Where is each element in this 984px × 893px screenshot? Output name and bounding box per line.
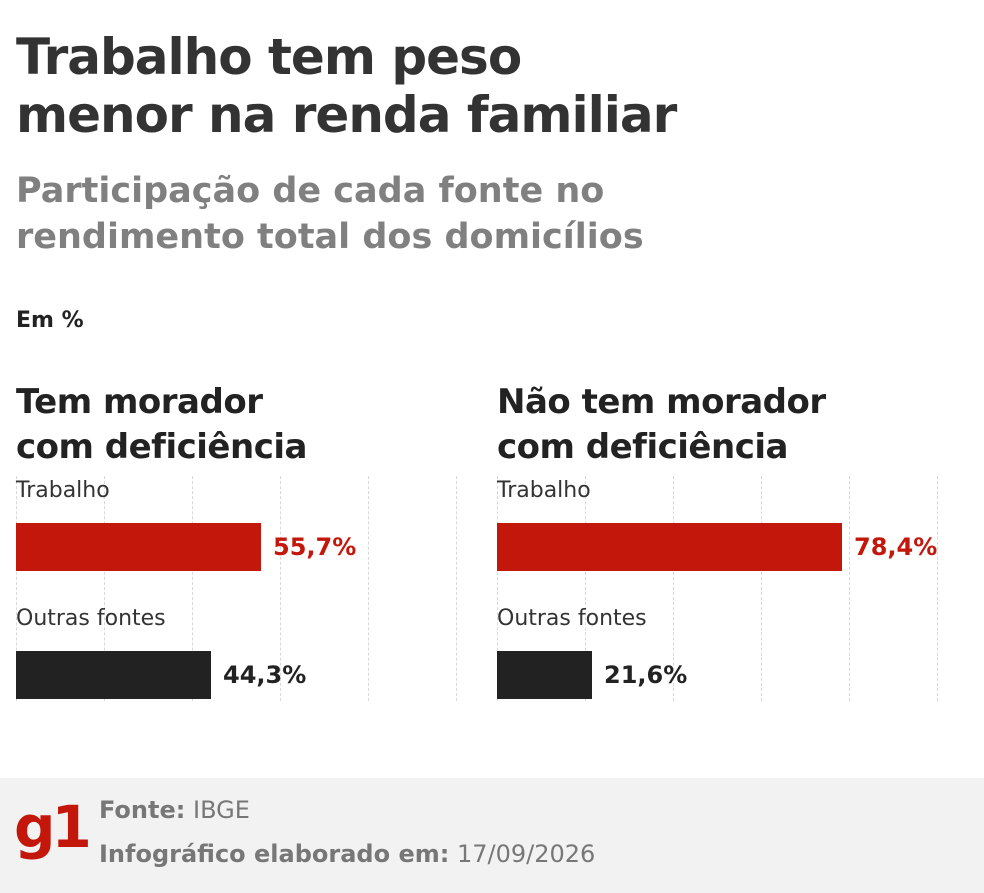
bar-plot: Trabalho 55,7% Outras fontes 44,3% <box>16 476 457 701</box>
value-label: 55,7% <box>273 533 357 561</box>
chart-subtitle: Participação de cada fonte no rendimento… <box>16 168 966 260</box>
value-label: 21,6% <box>604 661 688 689</box>
gridline <box>192 476 193 701</box>
bar <box>497 523 842 571</box>
panel-title-line-2: com deficiência <box>497 427 788 467</box>
chart-title-line-2: menor na renda familiar <box>16 86 677 144</box>
footer: g1 Fonte: IBGE Infográfico elaborado em:… <box>0 778 984 893</box>
gridline <box>585 476 586 701</box>
chart-subtitle-line-2: rendimento total dos domicílios <box>16 217 644 257</box>
bar <box>16 523 261 571</box>
bar <box>16 651 211 699</box>
category-label: Outras fontes <box>16 606 166 631</box>
gridline <box>280 476 281 701</box>
value-label: 78,4% <box>854 533 938 561</box>
source-line: Fonte: IBGE <box>99 796 250 824</box>
category-label: Trabalho <box>497 478 591 503</box>
gridline <box>673 476 674 701</box>
chart-title-line-1: Trabalho tem peso <box>16 28 522 86</box>
unit-label: Em % <box>16 308 84 333</box>
value-label: 44,3% <box>223 661 307 689</box>
bar-plot: Trabalho 78,4% Outras fontes 21,6% <box>497 476 938 701</box>
date-value: 17/09/2026 <box>456 840 596 868</box>
gridline <box>849 476 850 701</box>
panel-title-line-2: com deficiência <box>16 427 307 467</box>
panel-without-disability: Não tem morador com deficiência Trabalho… <box>497 380 942 720</box>
date-label: Infográfico elaborado em: <box>99 840 450 868</box>
gridline <box>761 476 762 701</box>
gridline <box>497 476 498 701</box>
bar <box>497 651 592 699</box>
chart-title: Trabalho tem peso menor na renda familia… <box>16 28 966 144</box>
date-line: Infográfico elaborado em: 17/09/2026 <box>99 840 595 868</box>
chart-subtitle-line-1: Participação de cada fonte no <box>16 171 605 211</box>
gridline <box>456 476 457 701</box>
panel-title-line-1: Tem morador <box>16 382 263 422</box>
panel-title: Não tem morador com deficiência <box>497 380 942 470</box>
gridline <box>104 476 105 701</box>
gridline <box>937 476 938 701</box>
category-label: Outras fontes <box>497 606 647 631</box>
panel-title-line-1: Não tem morador <box>497 382 826 422</box>
g1-logo: g1 <box>14 793 92 861</box>
gridline <box>368 476 369 701</box>
category-label: Trabalho <box>16 478 110 503</box>
panel-title: Tem morador com deficiência <box>16 380 461 470</box>
panel-with-disability: Tem morador com deficiência Trabalho 55,7… <box>16 380 461 720</box>
source-value: IBGE <box>192 796 250 824</box>
gridline <box>16 476 17 701</box>
source-label: Fonte: <box>99 796 186 824</box>
